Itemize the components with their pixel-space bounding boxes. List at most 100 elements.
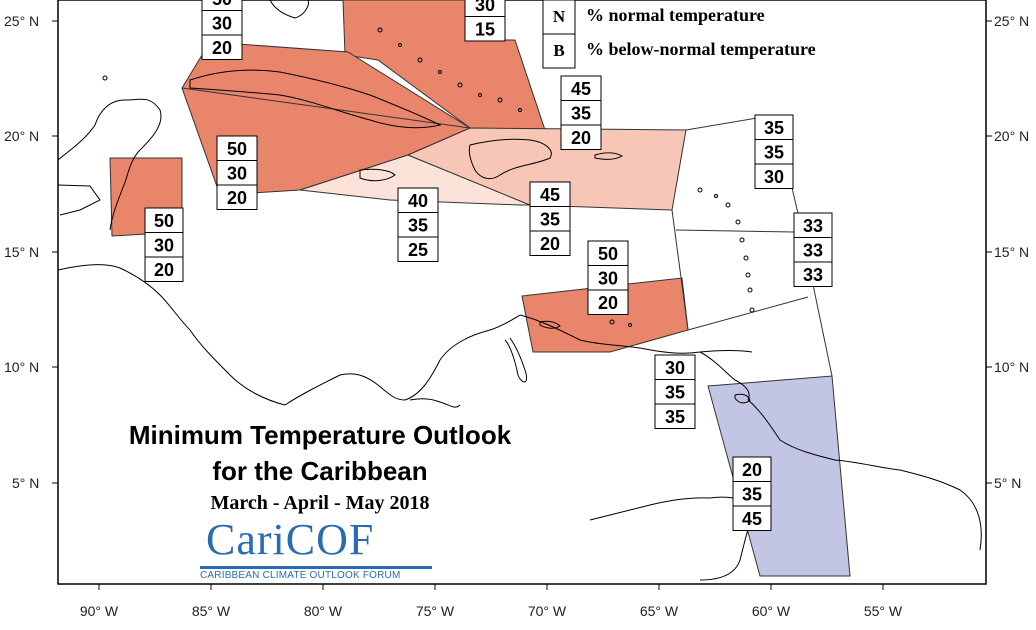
lon-label: 70° W bbox=[528, 603, 567, 619]
probability-value: 33 bbox=[803, 216, 823, 236]
tick-marks bbox=[52, 20, 992, 590]
probability-cell bbox=[216, 135, 258, 161]
probability-value: 20 bbox=[742, 460, 762, 480]
lat-label: 25° N bbox=[4, 13, 39, 29]
lat-labels-left: 25° N 20° N 15° N 10° N 5° N bbox=[4, 13, 39, 491]
probability-box: 35 35 30 bbox=[754, 114, 794, 189]
probability-box: 33 33 33 bbox=[793, 212, 833, 287]
probability-value: 35 bbox=[764, 143, 784, 163]
probability-cell bbox=[732, 481, 772, 507]
probability-value: 20 bbox=[227, 188, 247, 208]
probability-cell bbox=[654, 379, 696, 405]
map-title: Minimum Temperature Outlook bbox=[128, 420, 512, 450]
probability-value: 30 bbox=[764, 167, 784, 187]
lat-label: 20° N bbox=[4, 128, 39, 144]
probability-box: 50 30 20 bbox=[216, 135, 258, 210]
lat-label: 10° N bbox=[4, 359, 39, 375]
probability-cell bbox=[464, 16, 506, 42]
lon-label: 90° W bbox=[80, 603, 119, 619]
logo-wordmark: CariCOF bbox=[206, 515, 375, 564]
legend-letter: B bbox=[553, 41, 564, 60]
probability-cell bbox=[144, 256, 184, 282]
lon-label: 80° W bbox=[304, 603, 343, 619]
probability-value: 35 bbox=[665, 383, 685, 403]
probability-box: 50 30 20 bbox=[144, 207, 184, 282]
probability-cell bbox=[529, 181, 571, 207]
forecast-regions bbox=[109, 0, 851, 577]
probability-cell bbox=[397, 236, 439, 262]
probability-value: 33 bbox=[803, 265, 823, 285]
probability-cell bbox=[529, 230, 571, 256]
probability-value: 35 bbox=[571, 104, 591, 124]
lat-label: 25° N bbox=[994, 13, 1029, 29]
probability-boxes: 3015503020503020503020403525453520453520… bbox=[144, 0, 833, 531]
lon-label: 75° W bbox=[416, 603, 455, 619]
probability-cell bbox=[754, 163, 794, 189]
probability-value: 30 bbox=[598, 269, 618, 289]
lon-label: 65° W bbox=[640, 603, 679, 619]
legend-label: % normal temperature bbox=[586, 5, 765, 25]
probability-value: 50 bbox=[212, 0, 232, 9]
coastlines bbox=[57, 0, 982, 581]
probability-value: 30 bbox=[475, 0, 495, 15]
probability-cell bbox=[732, 505, 772, 531]
map-title-line2: for the Caribbean bbox=[212, 456, 428, 486]
probability-cell bbox=[560, 75, 602, 101]
probability-cell bbox=[654, 354, 696, 380]
probability-cell bbox=[560, 124, 602, 150]
legend-label: % below-normal temperature bbox=[586, 39, 816, 59]
logo-tagline: CARIBBEAN CLIMATE OUTLOOK FORUM bbox=[200, 570, 401, 581]
probability-cell bbox=[144, 232, 184, 258]
probability-box: 50 30 20 bbox=[201, 0, 243, 60]
probability-box: 40 35 25 bbox=[397, 187, 439, 262]
region-outlines bbox=[181, 87, 833, 377]
probability-cell bbox=[201, 34, 243, 60]
probability-cell bbox=[587, 265, 629, 291]
probability-cell bbox=[560, 100, 602, 126]
legend: N % normal temperature B % below-normal … bbox=[542, 0, 816, 69]
probability-value: 20 bbox=[212, 38, 232, 58]
probability-box: 20 35 45 bbox=[732, 456, 772, 531]
probability-value: 25 bbox=[408, 240, 428, 260]
probability-value: 33 bbox=[803, 241, 823, 261]
probability-value: 40 bbox=[408, 191, 428, 211]
probability-value: 35 bbox=[665, 407, 685, 427]
probability-box: 45 35 20 bbox=[560, 75, 602, 150]
lon-label: 55° W bbox=[864, 603, 903, 619]
probability-cell bbox=[793, 237, 833, 263]
lat-label: 20° N bbox=[994, 128, 1029, 144]
probability-value: 35 bbox=[742, 485, 762, 505]
probability-value: 50 bbox=[154, 211, 174, 231]
islands bbox=[102, 27, 755, 327]
probability-value: 30 bbox=[212, 14, 232, 34]
lon-labels: 90° W 85° W 80° W 75° W 70° W 65° W 60° … bbox=[80, 603, 903, 619]
probability-value: 30 bbox=[154, 236, 174, 256]
probability-cell bbox=[732, 456, 772, 482]
probability-value: 30 bbox=[227, 164, 247, 184]
lon-label: 85° W bbox=[192, 603, 231, 619]
probability-value: 20 bbox=[598, 293, 618, 313]
lat-label: 5° N bbox=[994, 475, 1021, 491]
lat-label: 5° N bbox=[12, 475, 39, 491]
lat-label: 15° N bbox=[994, 244, 1029, 260]
probability-cell bbox=[654, 403, 696, 429]
probability-cell bbox=[216, 160, 258, 186]
probability-cell bbox=[754, 114, 794, 140]
lon-label: 60° W bbox=[752, 603, 791, 619]
probability-cell bbox=[793, 212, 833, 238]
lat-label: 10° N bbox=[994, 359, 1029, 375]
probability-value: 35 bbox=[540, 210, 560, 230]
region-hispaniola bbox=[406, 127, 687, 211]
probability-value: 20 bbox=[540, 234, 560, 254]
legend-letter: N bbox=[553, 7, 566, 26]
probability-box: 45 35 20 bbox=[529, 181, 571, 256]
lat-label: 15° N bbox=[4, 244, 39, 260]
probability-value: 50 bbox=[227, 139, 247, 159]
probability-cell bbox=[587, 289, 629, 315]
probability-value: 45 bbox=[742, 509, 762, 529]
region-jamaica bbox=[299, 154, 531, 206]
probability-value: 35 bbox=[408, 216, 428, 236]
probability-box: 30 35 35 bbox=[654, 354, 696, 429]
